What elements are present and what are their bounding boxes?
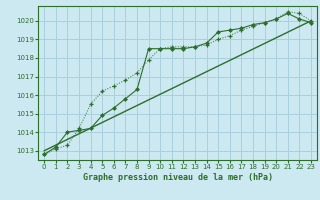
X-axis label: Graphe pression niveau de la mer (hPa): Graphe pression niveau de la mer (hPa) bbox=[83, 173, 273, 182]
